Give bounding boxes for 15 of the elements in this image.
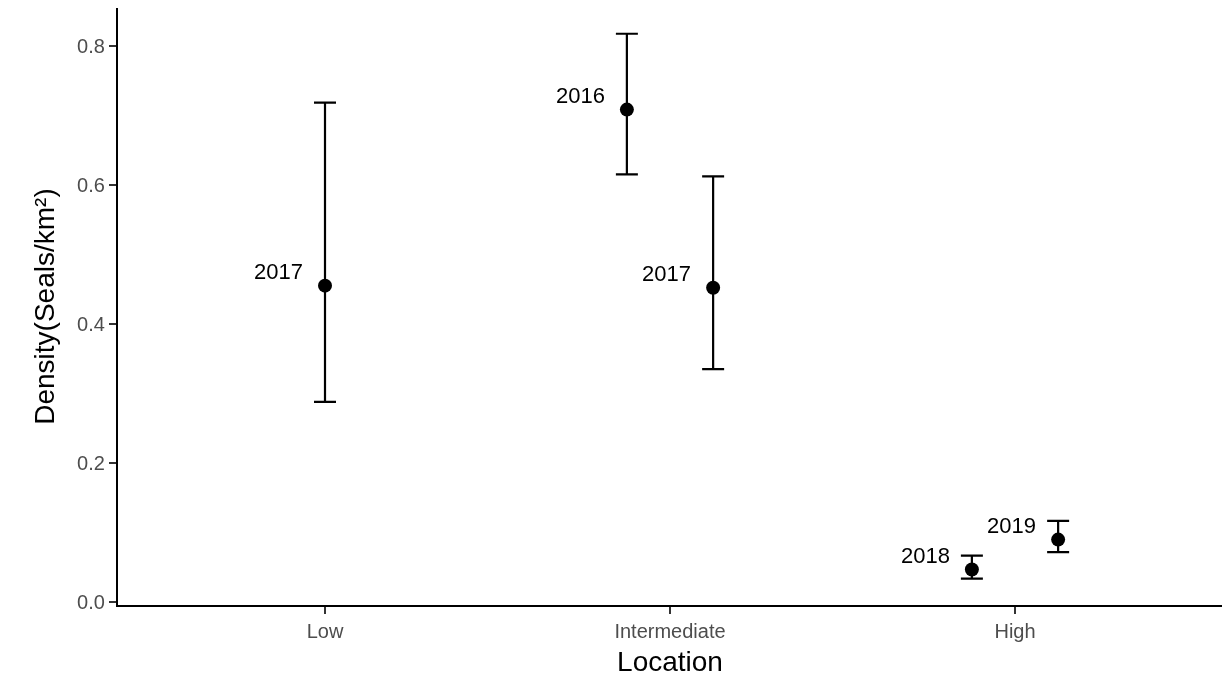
series-label: 2018 xyxy=(901,543,950,568)
y-tick-label: 0.2 xyxy=(77,452,105,475)
series-label: 2019 xyxy=(987,513,1036,538)
series-label: 2016 xyxy=(556,83,605,108)
y-tick-label: 0.0 xyxy=(77,591,105,614)
x-tick-label: Intermediate xyxy=(614,620,726,643)
series-label: 2017 xyxy=(254,259,303,284)
y-tick-label: 0.8 xyxy=(77,34,105,57)
y-tick-label: 0.6 xyxy=(77,173,105,196)
x-tick-label: High xyxy=(994,620,1036,643)
text: 2017 xyxy=(642,261,691,286)
x-tick-label: Low xyxy=(306,620,344,643)
y-axis-title: Density(Seals/km²) xyxy=(29,188,61,425)
y-tick-label: 0.4 xyxy=(77,312,105,335)
x-axis-title: Location xyxy=(617,645,723,677)
